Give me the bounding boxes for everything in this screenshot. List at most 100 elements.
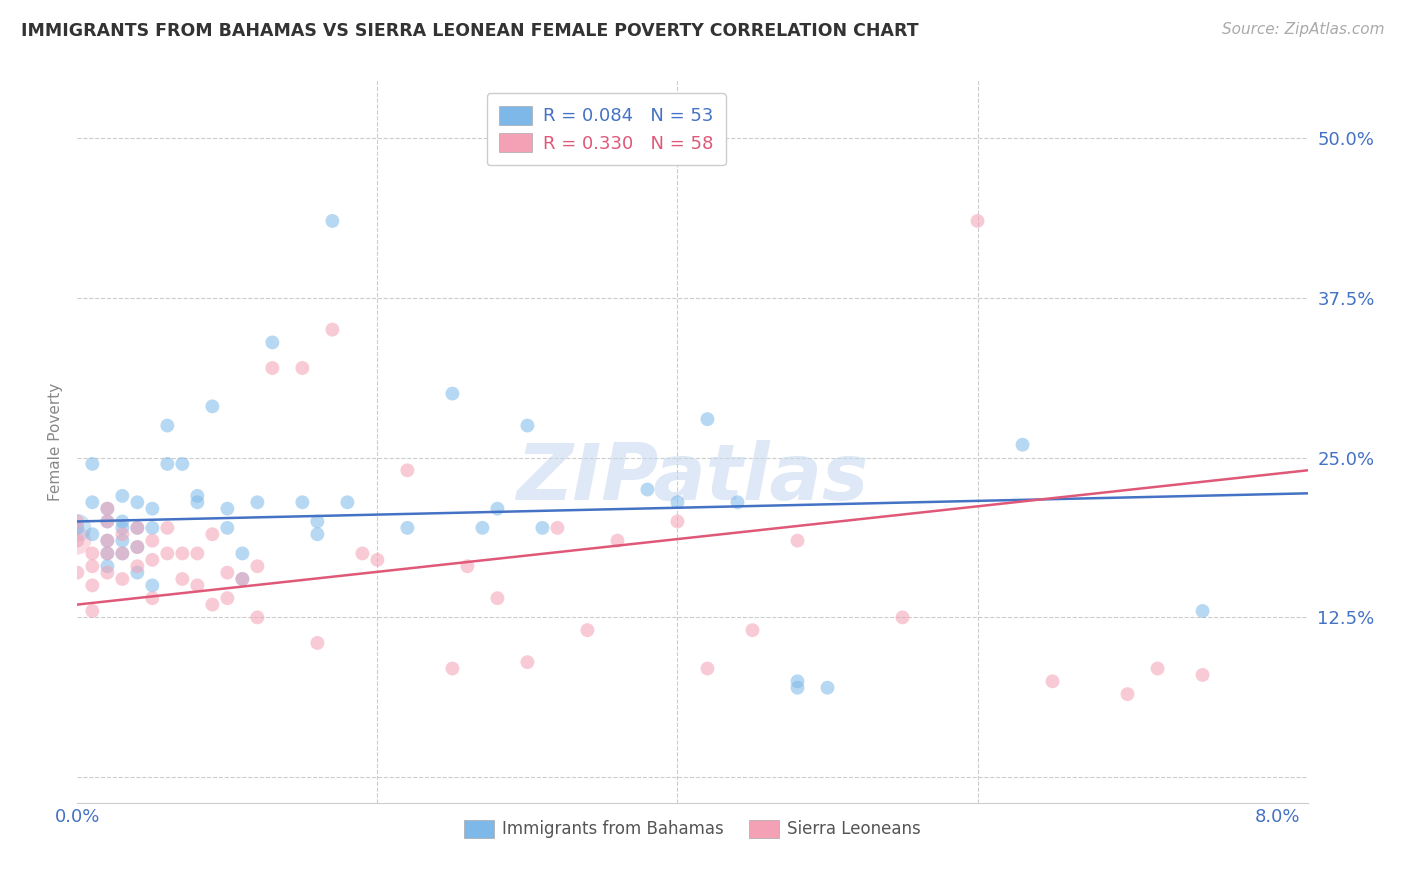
Point — [891, 610, 914, 624]
Point — [127, 495, 149, 509]
Point — [696, 412, 718, 426]
Point — [1116, 687, 1139, 701]
Point — [817, 681, 839, 695]
Point — [127, 521, 149, 535]
Point — [1042, 674, 1064, 689]
Point — [127, 566, 149, 580]
Point — [321, 214, 343, 228]
Point — [141, 591, 163, 606]
Point — [66, 533, 89, 548]
Point — [66, 533, 89, 548]
Point — [96, 546, 118, 560]
Point — [82, 559, 104, 574]
Point — [231, 546, 253, 560]
Point — [66, 521, 89, 535]
Point — [172, 457, 194, 471]
Point — [66, 566, 89, 580]
Point — [262, 361, 284, 376]
Point — [141, 553, 163, 567]
Point — [127, 540, 149, 554]
Point — [666, 495, 689, 509]
Point — [636, 483, 658, 497]
Point — [291, 495, 314, 509]
Point — [82, 495, 104, 509]
Text: Source: ZipAtlas.com: Source: ZipAtlas.com — [1222, 22, 1385, 37]
Point — [82, 457, 104, 471]
Point — [1191, 668, 1213, 682]
Point — [546, 521, 568, 535]
Point — [201, 400, 224, 414]
Point — [246, 610, 269, 624]
Point — [111, 533, 134, 548]
Point — [217, 501, 239, 516]
Point — [576, 623, 599, 637]
Point — [741, 623, 763, 637]
Text: ZIPatlas: ZIPatlas — [516, 440, 869, 516]
Point — [336, 495, 359, 509]
Point — [246, 495, 269, 509]
Point — [396, 521, 419, 535]
Point — [96, 533, 118, 548]
Point — [156, 457, 179, 471]
Point — [111, 521, 134, 535]
Point — [1011, 438, 1033, 452]
Point — [217, 591, 239, 606]
Point — [186, 495, 208, 509]
Point — [307, 515, 329, 529]
Point — [727, 495, 749, 509]
Point — [111, 527, 134, 541]
Point — [172, 546, 194, 560]
Point — [156, 546, 179, 560]
Point — [786, 681, 808, 695]
Point — [82, 578, 104, 592]
Point — [82, 604, 104, 618]
Point — [141, 533, 163, 548]
Point — [786, 674, 808, 689]
Point — [486, 501, 509, 516]
Point — [696, 661, 718, 675]
Point — [201, 527, 224, 541]
Point — [352, 546, 374, 560]
Point — [111, 546, 134, 560]
Point — [606, 533, 628, 548]
Point — [231, 572, 253, 586]
Point — [96, 501, 118, 516]
Point — [217, 566, 239, 580]
Point — [82, 546, 104, 560]
Point — [111, 489, 134, 503]
Point — [307, 636, 329, 650]
Point — [396, 463, 419, 477]
Point — [66, 521, 89, 535]
Point — [141, 501, 163, 516]
Point — [96, 533, 118, 548]
Point — [111, 515, 134, 529]
Point — [172, 572, 194, 586]
Point — [96, 501, 118, 516]
Point — [516, 655, 538, 669]
Point — [96, 559, 118, 574]
Point — [66, 515, 89, 529]
Point — [156, 418, 179, 433]
Point — [156, 521, 179, 535]
Point — [246, 559, 269, 574]
Point — [186, 578, 208, 592]
Point — [96, 515, 118, 529]
Point — [366, 553, 388, 567]
Point — [486, 591, 509, 606]
Point — [231, 572, 253, 586]
Point — [111, 546, 134, 560]
Legend: Immigrants from Bahamas, Sierra Leoneans: Immigrants from Bahamas, Sierra Leoneans — [457, 813, 928, 845]
Point — [291, 361, 314, 376]
Point — [966, 214, 988, 228]
Point — [127, 559, 149, 574]
Point — [141, 521, 163, 535]
Point — [96, 515, 118, 529]
Point — [127, 521, 149, 535]
Point — [321, 323, 343, 337]
Point — [441, 661, 464, 675]
Text: IMMIGRANTS FROM BAHAMAS VS SIERRA LEONEAN FEMALE POVERTY CORRELATION CHART: IMMIGRANTS FROM BAHAMAS VS SIERRA LEONEA… — [21, 22, 918, 40]
Point — [471, 521, 494, 535]
Point — [111, 572, 134, 586]
Point — [186, 489, 208, 503]
Point — [201, 598, 224, 612]
